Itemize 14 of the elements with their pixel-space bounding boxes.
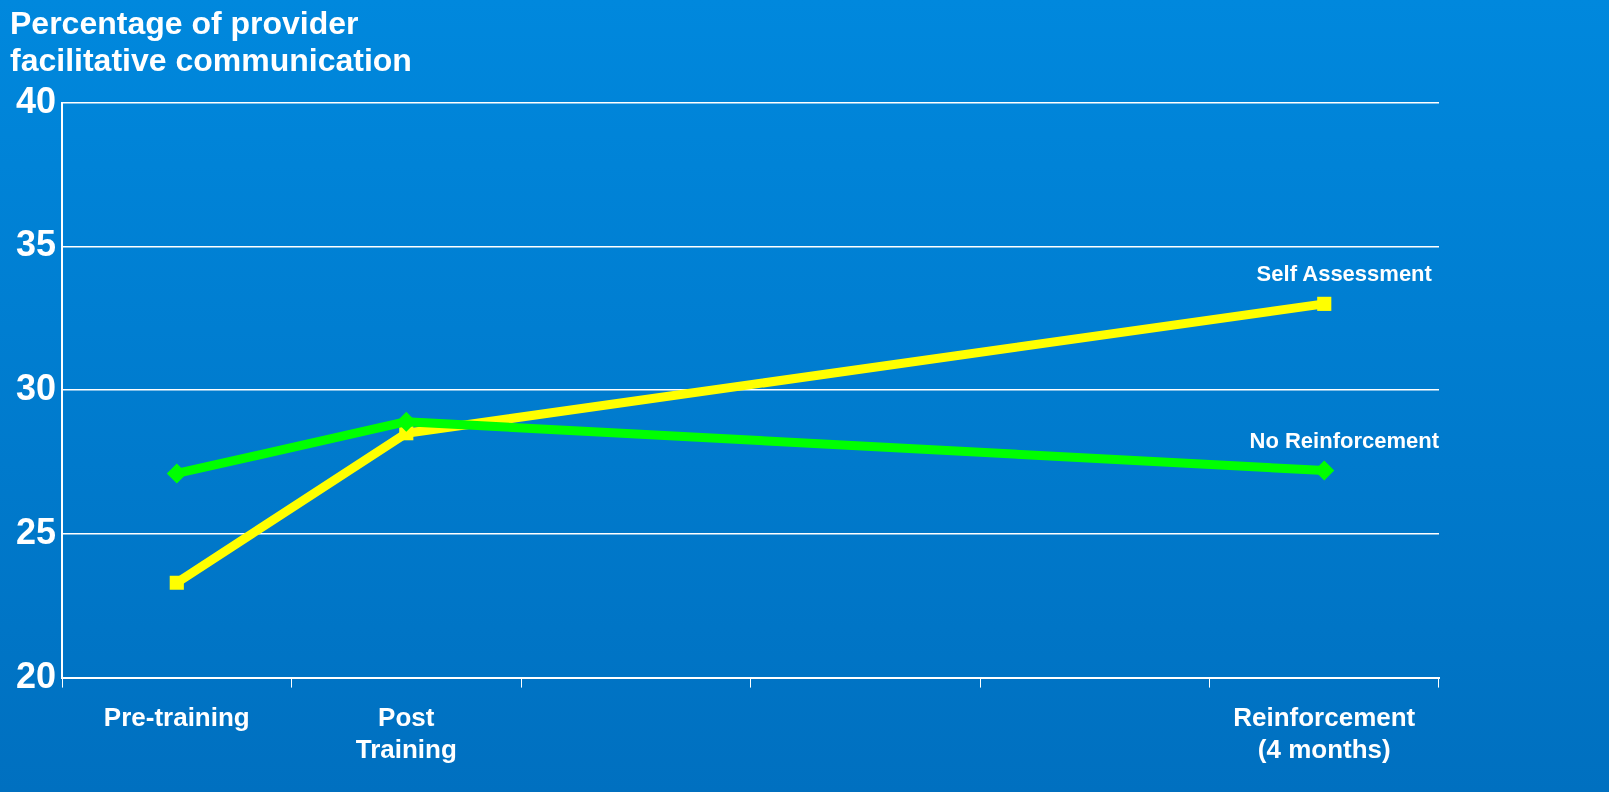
y-tick-label: 20 [16, 654, 57, 696]
point [169, 575, 184, 590]
y-tick-label: 25 [16, 510, 57, 552]
x-tick-label: Pre-training [103, 702, 250, 733]
chart-title: Percentage of provider facilitative communication [10, 5, 412, 79]
y-tick-label: 30 [16, 367, 57, 409]
point [166, 463, 187, 484]
x-tick-label: Reinforcement (4 months) [1233, 702, 1416, 764]
series-label: No Reinforcement [1249, 427, 1440, 453]
y-tick-label: 35 [16, 223, 57, 265]
series-label: Self Assessment [1256, 260, 1433, 286]
x-tick-label: Post Training [355, 702, 457, 764]
y-tick-label: 40 [16, 79, 57, 121]
point [1317, 296, 1332, 311]
